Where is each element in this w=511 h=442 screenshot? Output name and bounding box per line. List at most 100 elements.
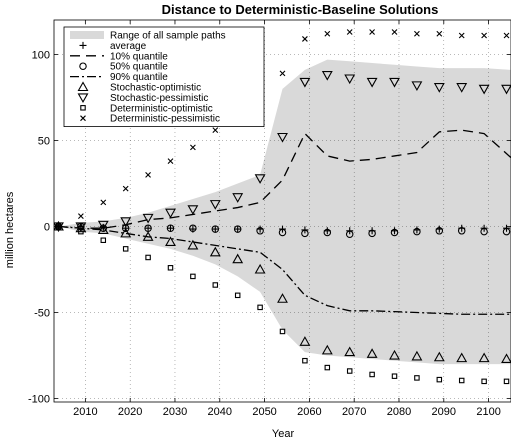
x-tick-label: 2090 bbox=[432, 406, 456, 418]
data-point bbox=[145, 254, 151, 261]
data-point bbox=[190, 273, 196, 280]
data-point bbox=[501, 353, 511, 364]
data-point bbox=[97, 220, 109, 231]
data-point bbox=[324, 364, 331, 371]
data-point bbox=[346, 29, 353, 35]
data-point bbox=[278, 228, 287, 237]
legend-item: 10% quantile bbox=[70, 51, 168, 62]
data-point bbox=[389, 77, 400, 88]
legend-label: average bbox=[110, 41, 147, 52]
x-tick-label: 2020 bbox=[118, 406, 142, 418]
x-tick-label: 2100 bbox=[476, 406, 500, 418]
data-point bbox=[299, 77, 311, 88]
data-point bbox=[389, 349, 400, 360]
legend-item: average bbox=[79, 41, 147, 52]
data-point bbox=[279, 70, 286, 77]
series-line bbox=[58, 225, 511, 315]
data-point bbox=[321, 71, 333, 81]
data-point bbox=[344, 74, 356, 85]
legend-label: Deterministic-pessimistic bbox=[110, 114, 220, 125]
y-axis-label: million hectares bbox=[4, 191, 16, 268]
legend-label: 90% quantile bbox=[110, 72, 168, 83]
data-point bbox=[256, 227, 264, 235]
legend-marker bbox=[80, 115, 86, 122]
legend-label: 10% quantile bbox=[110, 51, 168, 62]
tick-label-layer: 2010 2020 2030 2040 2050 2060 2070 2080 2090 2100… bbox=[28, 49, 501, 418]
y-tick-label: 0 bbox=[44, 221, 50, 233]
data-point bbox=[366, 348, 378, 358]
data-point bbox=[346, 368, 353, 374]
data-point bbox=[166, 224, 174, 232]
x-tick-label: 2040 bbox=[208, 406, 232, 418]
legend-box bbox=[63, 26, 265, 127]
data-point bbox=[480, 227, 488, 236]
data-point bbox=[167, 158, 174, 164]
data-point bbox=[233, 225, 242, 233]
y-tick-label: -50 bbox=[34, 308, 50, 320]
axes-box bbox=[53, 19, 511, 403]
data-point bbox=[122, 246, 129, 252]
data-point bbox=[190, 144, 196, 151]
x-tick-label: 2050 bbox=[252, 406, 276, 418]
data-point bbox=[366, 77, 378, 88]
data-point bbox=[166, 224, 175, 232]
data-point bbox=[279, 328, 286, 335]
data-point bbox=[302, 36, 308, 42]
data-point bbox=[120, 227, 132, 238]
data-point bbox=[458, 32, 465, 39]
data-point bbox=[189, 224, 197, 232]
range-band-layer bbox=[58, 59, 511, 365]
legend-item: Stochastic-pessimistic bbox=[77, 93, 208, 104]
data-point bbox=[456, 352, 468, 363]
series-90-quantile bbox=[58, 225, 511, 315]
data-point bbox=[97, 224, 109, 234]
data-point bbox=[187, 205, 199, 215]
legend-item: 90% quantile bbox=[70, 72, 168, 83]
data-point bbox=[277, 293, 288, 303]
data-point bbox=[142, 213, 154, 224]
data-point bbox=[211, 225, 219, 233]
data-point bbox=[344, 346, 356, 357]
x-axis-label: Year bbox=[272, 428, 295, 440]
legend-label: Range of all sample paths bbox=[110, 31, 226, 42]
legend-marker bbox=[80, 105, 86, 111]
data-point bbox=[144, 224, 152, 232]
data-point bbox=[390, 228, 399, 237]
data-point bbox=[324, 30, 331, 37]
plot-area bbox=[54, 20, 511, 402]
legend-label: 50% quantile bbox=[110, 62, 168, 73]
data-point bbox=[145, 171, 151, 178]
data-point bbox=[254, 174, 266, 184]
data-point bbox=[391, 373, 398, 379]
legend-item: Range of all sample paths bbox=[70, 31, 226, 42]
data-point bbox=[212, 127, 219, 134]
data-point bbox=[433, 83, 445, 93]
series-stochastic-pessimistic bbox=[54, 71, 511, 233]
data-point bbox=[503, 32, 510, 39]
data-point bbox=[391, 29, 398, 35]
legend-item: Deterministic-optimistic bbox=[80, 103, 213, 114]
data-point bbox=[481, 32, 488, 39]
data-point bbox=[142, 231, 154, 241]
data-point bbox=[478, 352, 490, 363]
data-point bbox=[165, 208, 176, 219]
series-50-quantile bbox=[54, 222, 511, 238]
x-tick-label: 2080 bbox=[387, 406, 411, 418]
data-point bbox=[209, 200, 221, 210]
series-layer bbox=[54, 29, 511, 385]
chart-title: Distance to Deterministic-Baseline Solut… bbox=[162, 2, 439, 17]
series-deterministic-optimistic bbox=[55, 223, 510, 385]
data-point bbox=[369, 371, 375, 378]
legend-item: Deterministic-pessimistic bbox=[80, 114, 220, 125]
legend-label: Deterministic-optimistic bbox=[110, 103, 213, 114]
data-point bbox=[323, 228, 332, 237]
legend-label: Stochastic-pessimistic bbox=[110, 93, 208, 104]
data-point bbox=[436, 30, 443, 37]
data-point bbox=[414, 30, 420, 37]
data-point bbox=[501, 84, 511, 95]
legend-swatch bbox=[70, 31, 104, 39]
data-point bbox=[457, 227, 466, 235]
data-point bbox=[481, 378, 487, 385]
